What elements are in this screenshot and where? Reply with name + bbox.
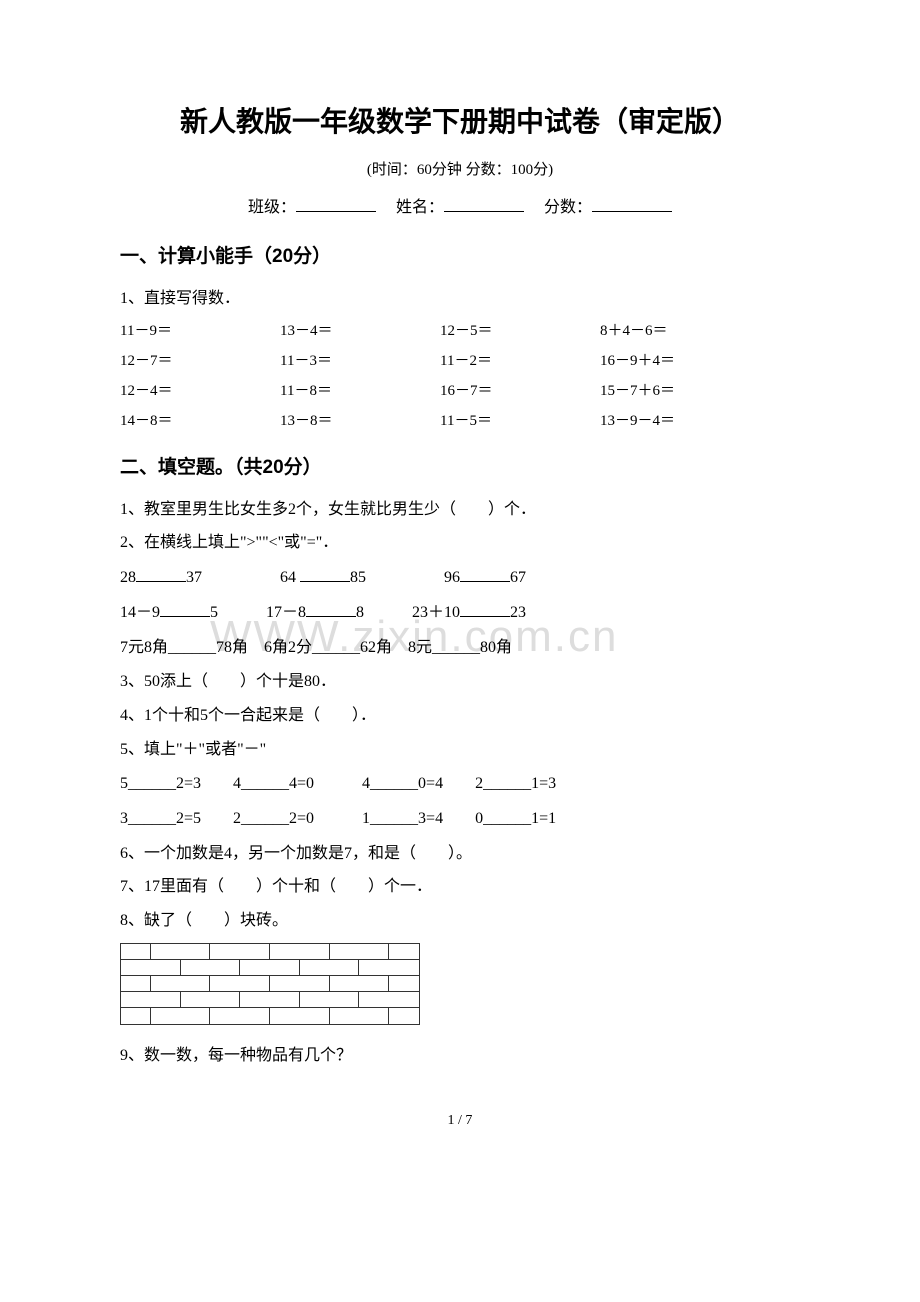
calc-cell: 11－5＝ bbox=[440, 406, 600, 436]
cmp-a: 64 bbox=[280, 569, 296, 586]
q1-label: 1、直接写得数． bbox=[120, 282, 800, 316]
cmp-a: 14－9 bbox=[120, 604, 160, 621]
brick-row bbox=[121, 944, 419, 960]
brick-cell bbox=[330, 976, 390, 991]
calc-row: 14－8＝ 13－8＝ 11－5＝ 13－9－4＝ bbox=[120, 406, 800, 436]
brick-cell bbox=[181, 992, 241, 1007]
brick-cell bbox=[330, 944, 390, 959]
calc-cell: 13－8＝ bbox=[280, 406, 440, 436]
calc-cell: 11－3＝ bbox=[280, 346, 440, 376]
brick-cell bbox=[389, 976, 419, 991]
brick-cell bbox=[181, 960, 241, 975]
calc-cell: 14－8＝ bbox=[120, 406, 280, 436]
s2-q8: 8、缺了（ ）块砖。 bbox=[120, 904, 800, 938]
brick-row bbox=[121, 992, 419, 1008]
brick-row bbox=[121, 1008, 419, 1024]
calc-cell: 16－7＝ bbox=[440, 376, 600, 406]
calc-cell: 13－9－4＝ bbox=[600, 406, 780, 436]
calc-row: 12－7＝ 11－3＝ 11－2＝ 16－9＋4＝ bbox=[120, 346, 800, 376]
brick-row bbox=[121, 976, 419, 992]
score-label: 分数： bbox=[544, 199, 592, 216]
calc-cell: 11－8＝ bbox=[280, 376, 440, 406]
compare-row-1: 28 37 64 85 96 67 bbox=[120, 560, 800, 595]
student-info-line: 班级： 姓名： 分数： bbox=[120, 193, 800, 217]
cmp-a: 17－8 bbox=[266, 604, 306, 621]
section2-heading: 二、填空题。（共20分） bbox=[120, 452, 800, 479]
calc-cell: 12－4＝ bbox=[120, 376, 280, 406]
brick-cell bbox=[270, 976, 330, 991]
calc-cell: 12－5＝ bbox=[440, 316, 600, 346]
s2-q6: 6、一个加数是4，另一个加数是7，和是（ ）。 bbox=[120, 837, 800, 871]
s2-q5: 5、填上"＋"或者"－" bbox=[120, 733, 800, 767]
brick-cell bbox=[270, 1008, 330, 1024]
brick-cell bbox=[210, 944, 270, 959]
calc-cell: 16－9＋4＝ bbox=[600, 346, 780, 376]
s2-q9: 9、数一数，每一种物品有几个？ bbox=[120, 1039, 800, 1073]
calc-cell: 11－9＝ bbox=[120, 316, 280, 346]
s2-q2: 2、在横线上填上">""<"或"="． bbox=[120, 526, 800, 560]
cmp-b: 8 bbox=[356, 604, 364, 621]
cmp-b: 85 bbox=[350, 569, 366, 586]
cmp-b: 67 bbox=[510, 569, 526, 586]
cmp-blank bbox=[136, 566, 186, 582]
cmp-blank bbox=[460, 601, 510, 617]
subtitle: (时间：60分钟 分数：100分) bbox=[120, 158, 800, 179]
score-blank bbox=[592, 196, 672, 212]
calc-cell: 11－2＝ bbox=[440, 346, 600, 376]
calc-cell: 13－4＝ bbox=[280, 316, 440, 346]
s2-q1: 1、教室里男生比女生多2个，女生就比男生少（ ）个． bbox=[120, 493, 800, 527]
brick-cell bbox=[300, 992, 360, 1007]
section1-heading: 一、计算小能手（20分） bbox=[120, 241, 800, 268]
s2-q5-row2: 3______2=5 2______2=0 1______3=4 0______… bbox=[120, 801, 800, 836]
brick-cell bbox=[151, 944, 211, 959]
brick-cell bbox=[151, 1008, 211, 1024]
brick-cell bbox=[240, 992, 300, 1007]
brick-cell bbox=[210, 1008, 270, 1024]
calc-row: 11－9＝ 13－4＝ 12－5＝ 8＋4－6＝ bbox=[120, 316, 800, 346]
brick-cell bbox=[121, 992, 181, 1007]
s2-q3: 3、50添上（ ）个十是80． bbox=[120, 665, 800, 699]
calc-row: 12－4＝ 11－8＝ 16－7＝ 15－7＋6＝ bbox=[120, 376, 800, 406]
page-number: 1 / 7 bbox=[120, 1113, 800, 1129]
brick-cell bbox=[389, 944, 419, 959]
cmp-b: 23 bbox=[510, 604, 526, 621]
cmp-blank bbox=[300, 566, 350, 582]
compare-row-3: 7元8角______78角 6角2分______62角 8元______80角 bbox=[120, 630, 800, 665]
cmp-b: 5 bbox=[210, 604, 218, 621]
s2-q7: 7、17里面有（ ）个十和（ ）个一． bbox=[120, 870, 800, 904]
brick-cell bbox=[121, 960, 181, 975]
calc-cell: 8＋4－6＝ bbox=[600, 316, 780, 346]
s2-q4: 4、1个十和5个一合起来是（ ）． bbox=[120, 699, 800, 733]
name-label: 姓名： bbox=[396, 199, 444, 216]
page-title: 新人教版一年级数学下册期中试卷（审定版） bbox=[120, 100, 800, 140]
s2-q5-row1: 5______2=3 4______4=0 4______0=4 2______… bbox=[120, 766, 800, 801]
brick-cell bbox=[359, 992, 419, 1007]
calc-cell: 12－7＝ bbox=[120, 346, 280, 376]
name-blank bbox=[444, 196, 524, 212]
cmp-a: 96 bbox=[444, 569, 460, 586]
brick-cell bbox=[240, 960, 300, 975]
cmp-blank bbox=[306, 601, 356, 617]
cmp-blank bbox=[160, 601, 210, 617]
cmp-a: 23＋10 bbox=[412, 604, 460, 621]
cmp-b: 37 bbox=[186, 569, 202, 586]
brick-cell bbox=[151, 976, 211, 991]
brick-cell bbox=[359, 960, 419, 975]
cmp-blank bbox=[460, 566, 510, 582]
class-blank bbox=[296, 196, 376, 212]
brick-cell bbox=[121, 976, 151, 991]
class-label: 班级： bbox=[248, 199, 296, 216]
cmp-a: 28 bbox=[120, 569, 136, 586]
brick-cell bbox=[210, 976, 270, 991]
brick-cell bbox=[389, 1008, 419, 1024]
compare-row-2: 14－9 5 17－8 8 23＋10 23 bbox=[120, 595, 800, 630]
brick-cell bbox=[270, 944, 330, 959]
brick-cell bbox=[121, 944, 151, 959]
brick-cell bbox=[300, 960, 360, 975]
brick-wall-diagram bbox=[120, 943, 420, 1025]
brick-cell bbox=[330, 1008, 390, 1024]
brick-cell bbox=[121, 1008, 151, 1024]
brick-row bbox=[121, 960, 419, 976]
calc-cell: 15－7＋6＝ bbox=[600, 376, 780, 406]
